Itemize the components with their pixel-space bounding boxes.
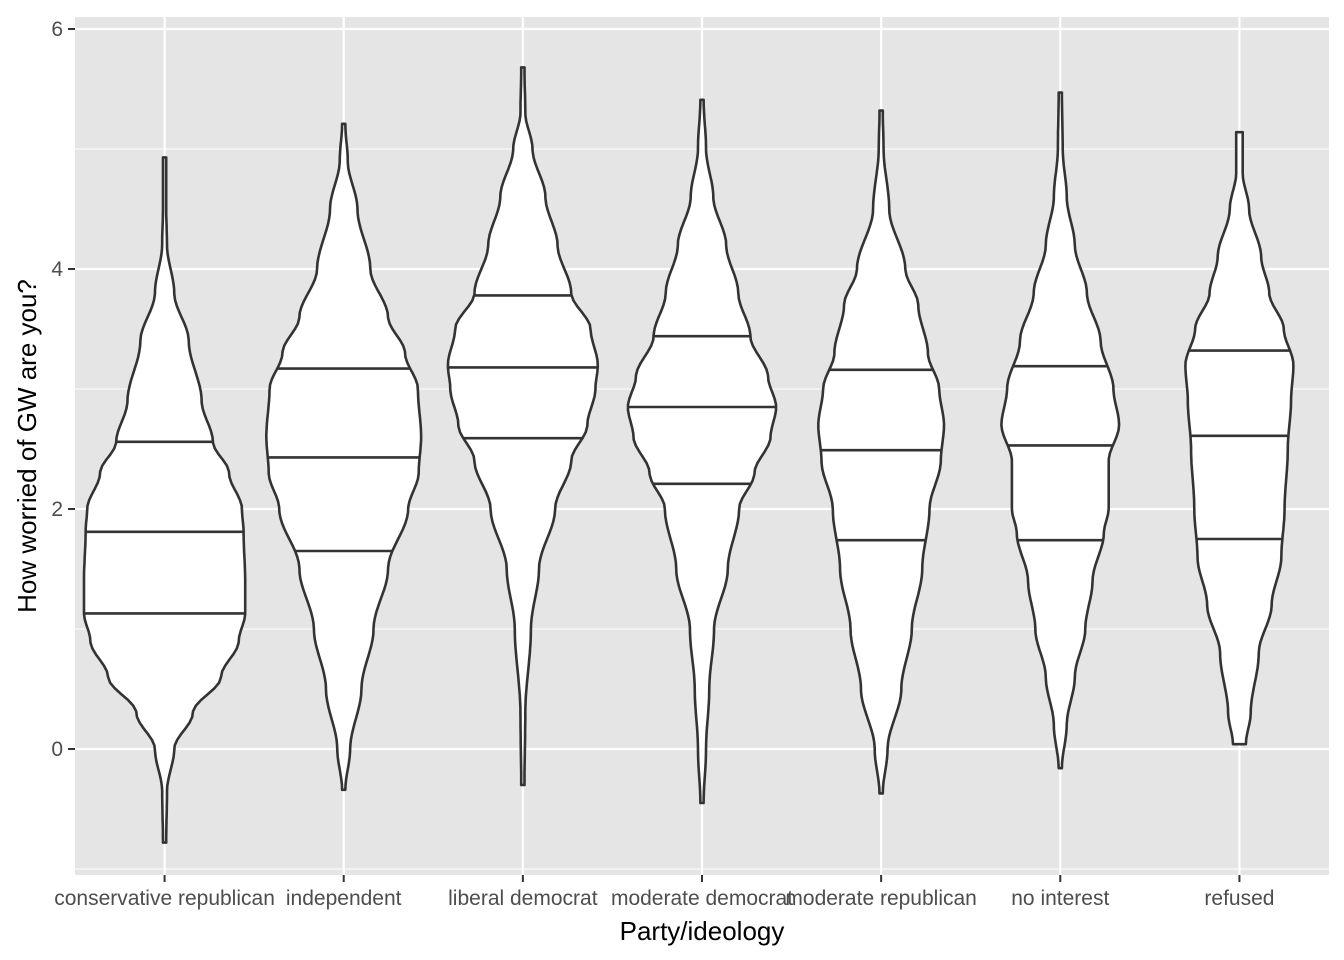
x-tick-label: moderate democrat	[611, 887, 793, 910]
violin-body	[626, 98, 778, 805]
x-tick-label: no interest	[1011, 887, 1109, 910]
violin-body	[817, 109, 946, 795]
axes: 0 2 4 6 conservative republican independent li…	[51, 18, 1274, 910]
x-tick-label: refused	[1204, 887, 1274, 910]
x-tick-label: conservative republican	[54, 887, 275, 910]
y-tick-label: 2	[51, 498, 63, 521]
violin-group	[817, 109, 946, 795]
violin-group	[1000, 91, 1121, 770]
violin-group	[265, 122, 423, 792]
violin-body	[1184, 130, 1295, 746]
violins	[82, 66, 1295, 844]
violin-group	[446, 66, 600, 787]
violin-body	[82, 156, 247, 844]
violin-group	[626, 98, 778, 805]
x-tick-label: moderate republican	[785, 887, 976, 910]
x-tick-label: liberal democrat	[448, 887, 598, 910]
violin-group	[82, 156, 247, 844]
x-axis-title: Party/ideology	[620, 916, 785, 946]
y-tick-label: 4	[51, 258, 63, 281]
y-tick-label: 0	[51, 738, 63, 761]
x-tick-label: independent	[286, 887, 402, 910]
violin-group	[1184, 130, 1295, 746]
y-tick-label: 6	[51, 18, 63, 41]
y-axis-title: How worried of GW are you?	[12, 279, 42, 613]
violin-body	[446, 66, 600, 787]
